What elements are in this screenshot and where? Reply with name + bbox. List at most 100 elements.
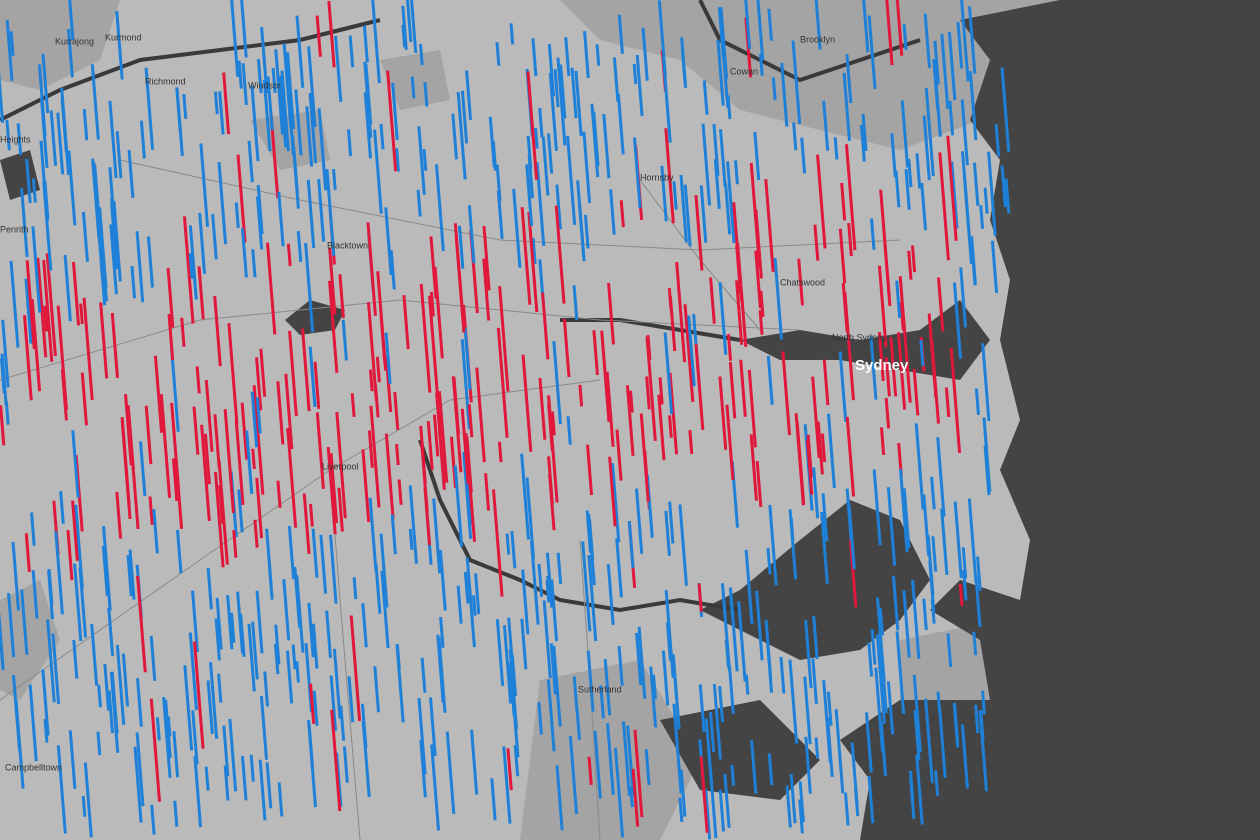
bar [922, 115, 931, 181]
bar [541, 292, 550, 360]
bar [983, 187, 989, 214]
bar [197, 266, 205, 320]
bar [850, 742, 859, 807]
bar [386, 70, 398, 172]
bar [30, 298, 42, 392]
bar [0, 71, 5, 123]
bar [342, 746, 349, 783]
bar [956, 21, 964, 69]
bar [495, 164, 502, 201]
place-label: Chatswood [780, 277, 825, 287]
bar [429, 291, 435, 317]
bar [821, 493, 829, 542]
bar [936, 437, 946, 517]
bar [744, 674, 750, 695]
bar [149, 635, 157, 681]
bar [665, 622, 672, 661]
bar [920, 182, 928, 231]
bar [599, 685, 605, 719]
bar [286, 243, 292, 267]
bar [541, 136, 550, 196]
bar [429, 236, 438, 299]
bar [766, 355, 774, 405]
bar [135, 732, 145, 807]
bar [191, 590, 199, 653]
bar [572, 676, 579, 713]
bar [619, 200, 625, 228]
bar [727, 665, 735, 714]
place-label: Liverpool [322, 461, 359, 471]
bar [923, 13, 931, 68]
bar [20, 188, 29, 258]
bar [240, 402, 249, 460]
bar [265, 762, 273, 809]
bar [869, 336, 878, 400]
bar [612, 57, 620, 102]
bar [538, 107, 544, 138]
bar [701, 123, 712, 206]
bar [891, 575, 900, 631]
bar [247, 140, 254, 183]
bar [548, 72, 558, 151]
bar [284, 373, 294, 450]
bar [199, 143, 210, 228]
bar [240, 0, 248, 58]
bar [678, 797, 684, 822]
bar [277, 191, 285, 247]
bar [979, 205, 985, 229]
bar [879, 189, 891, 297]
bar [491, 489, 504, 597]
bar [768, 504, 778, 586]
bar [175, 87, 182, 132]
bar [495, 42, 501, 66]
bar [25, 158, 32, 204]
bar [72, 639, 79, 679]
bar [307, 725, 315, 768]
bar [115, 10, 124, 80]
bar [198, 212, 207, 274]
bar [639, 413, 650, 502]
bar [940, 33, 950, 109]
bar [867, 642, 874, 677]
bar [959, 267, 968, 328]
bar [603, 659, 612, 716]
bar [798, 799, 804, 834]
bar [429, 697, 437, 756]
bar [127, 149, 135, 198]
bar [20, 589, 29, 655]
bar [149, 698, 162, 802]
bar [635, 632, 643, 686]
bar [814, 0, 822, 50]
bar [56, 112, 65, 175]
bar [99, 236, 109, 302]
bar [341, 319, 348, 361]
place-label: Brooklyn [800, 34, 835, 44]
bar [103, 663, 111, 711]
bar [325, 610, 332, 659]
bar [467, 205, 476, 264]
bar [263, 671, 270, 707]
bar [337, 487, 344, 532]
bar [874, 667, 885, 752]
bar [704, 788, 712, 840]
bar [699, 185, 708, 243]
bar [373, 384, 380, 418]
bar [228, 718, 238, 792]
bar [879, 427, 886, 456]
bar [31, 178, 37, 203]
bar [574, 70, 583, 137]
bar [545, 579, 551, 603]
bar [286, 428, 298, 528]
bar [312, 690, 319, 726]
bar [990, 240, 999, 294]
bar [812, 616, 819, 660]
bar [816, 421, 824, 475]
bar [39, 140, 49, 222]
bar [250, 85, 260, 162]
bar [608, 456, 617, 527]
bar [241, 63, 248, 106]
bar [840, 182, 847, 221]
bar [606, 723, 615, 796]
bar [862, 0, 870, 53]
